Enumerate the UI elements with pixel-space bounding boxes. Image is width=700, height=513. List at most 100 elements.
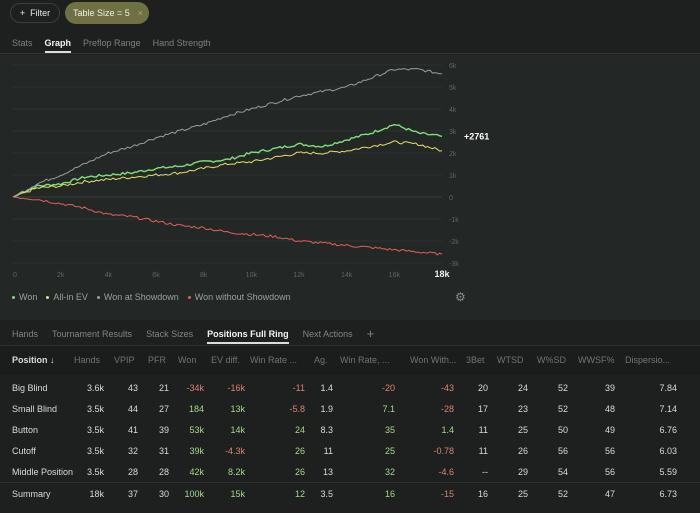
row-label: Small Blind: [12, 404, 58, 414]
table-cell: 53k: [189, 425, 204, 435]
table-cell: 56: [604, 467, 615, 477]
table-cell: 39: [158, 425, 169, 435]
table-cell: 52: [557, 383, 568, 393]
y-tick-label: 6k: [449, 63, 457, 70]
column-header[interactable]: Won With...: [410, 355, 457, 365]
column-header[interactable]: PFR: [148, 355, 166, 365]
tab-stats[interactable]: Stats: [12, 38, 33, 48]
column-header[interactable]: Hands: [74, 355, 101, 365]
x-tick-label: 8k: [200, 272, 208, 279]
column-header[interactable]: Win Rate, ...: [340, 355, 390, 365]
column-header[interactable]: Win Rate ...: [250, 355, 298, 365]
gear-icon[interactable]: ⚙: [455, 290, 466, 304]
y-tick-label: -3k: [449, 261, 459, 268]
table-cell: 6.03: [659, 446, 677, 456]
legend-all-in-ev[interactable]: All-in EV: [46, 292, 88, 302]
table-cell: 184: [188, 404, 204, 414]
table-cell: 15k: [230, 489, 245, 499]
table-cell: 17: [477, 404, 488, 414]
table-cell: -43: [440, 383, 454, 393]
table-cell: -4.3k: [224, 446, 245, 456]
profit-chart: 6k 5k 4k 3k 2k 1k 0 -1k -2k -3k 0 2k 4k 6k 8k 10k 12k 14k…: [12, 63, 489, 279]
table-cell: 3.5: [320, 489, 333, 499]
x-tick-label: 2k: [57, 272, 65, 279]
column-header[interactable]: Won: [178, 355, 197, 365]
table-cell: -20: [381, 383, 395, 393]
table-cell: 1.4: [441, 425, 454, 435]
table-cell: 16: [477, 489, 488, 499]
tab-positions-full-ring[interactable]: Positions Full Ring: [207, 329, 289, 344]
table-cell: -16k: [227, 383, 245, 393]
tab-preflop-range[interactable]: Preflop Range: [83, 38, 141, 48]
table-cell: 25: [384, 446, 395, 456]
table-cell: 7.14: [659, 404, 677, 414]
table-cell: 39: [604, 383, 615, 393]
table-cell: 39k: [189, 446, 204, 456]
table-cell: 24: [517, 383, 528, 393]
table-cell: 37: [127, 489, 138, 499]
table-cell: 28: [158, 467, 169, 477]
add-tab-button[interactable]: +: [366, 326, 375, 341]
column-header[interactable]: W%SD: [537, 355, 566, 365]
tab-stack-sizes[interactable]: Stack Sizes: [146, 329, 194, 339]
column-header[interactable]: Dispersio...: [625, 355, 671, 365]
legend-won-at-showdown[interactable]: Won at Showdown: [96, 292, 179, 302]
column-header[interactable]: 3Bet: [466, 355, 485, 365]
bottom-tabs: Hands Tournament Results Stack Sizes Pos…: [12, 326, 375, 344]
table-cell: 54: [557, 467, 568, 477]
tab-next-actions[interactable]: Next Actions: [302, 329, 353, 339]
table-cell: 6.76: [659, 425, 677, 435]
series-line-won-without-showdown: [12, 196, 443, 256]
view-tabs: Stats Graph Preflop Range Hand Strength: [12, 38, 211, 53]
filter-button[interactable]: + Filter: [10, 3, 60, 23]
table-cell: 41: [127, 425, 138, 435]
x-tick-label: 4k: [105, 272, 113, 279]
y-tick-label: 3k: [449, 129, 457, 136]
tab-graph[interactable]: Graph: [44, 38, 72, 53]
table-cell: 42k: [189, 467, 204, 477]
table-cell: 29: [517, 467, 528, 477]
column-header[interactable]: WTSD: [497, 355, 524, 365]
column-header[interactable]: Ag.: [314, 355, 328, 365]
table-cell: 13: [322, 467, 333, 477]
table-cell: 56: [557, 446, 568, 456]
chart-legend: Won All-in EV Won at Showdown Won withou…: [12, 292, 291, 302]
y-tick-label: -1k: [449, 217, 459, 224]
table-cell: 7.1: [382, 404, 395, 414]
table-cell: 16: [384, 489, 395, 499]
y-tick-label: 4k: [449, 107, 457, 114]
series-line-won-at-showdown: [12, 67, 443, 198]
table-header: [0, 345, 700, 375]
tab-tournament-results[interactable]: Tournament Results: [52, 329, 133, 339]
table-cell: 50: [557, 425, 568, 435]
table-cell: -11: [292, 383, 305, 393]
filter-chip-table-size[interactable]: Table Size = 5 ×: [65, 2, 149, 24]
y-tick-label: -2k: [449, 239, 459, 246]
summary-divider: [0, 482, 700, 483]
tab-hand-strength[interactable]: Hand Strength: [152, 38, 211, 48]
table-cell: 8.2k: [227, 467, 245, 477]
table-cell: 3.6k: [86, 383, 104, 393]
legend-won[interactable]: Won: [12, 292, 37, 302]
graph-panel: [0, 55, 700, 320]
table-cell: 12: [294, 489, 305, 499]
table-cell: 48: [604, 404, 615, 414]
table-cell: 7.84: [659, 383, 677, 393]
table-cell: 52: [557, 489, 568, 499]
column-header[interactable]: WWSF%: [578, 355, 615, 365]
column-header[interactable]: VPIP: [114, 355, 135, 365]
column-header[interactable]: Position ↓: [12, 355, 55, 365]
x-tick-label: 10k: [246, 272, 258, 279]
x-tick-label: 14k: [341, 272, 353, 279]
column-header[interactable]: EV diff.: [211, 355, 240, 365]
table-cell: 11: [478, 446, 488, 456]
tab-hands[interactable]: Hands: [12, 329, 39, 339]
table-cell: 26: [294, 446, 305, 456]
x-tick-label: 18k: [434, 269, 450, 279]
table-cell: 25: [517, 489, 528, 499]
table-cell: 25: [517, 425, 528, 435]
table-cell: -28: [440, 404, 454, 414]
legend-won-without-showdown[interactable]: Won without Showdown: [187, 292, 291, 302]
table-cell: 47: [604, 489, 615, 499]
close-icon[interactable]: ×: [137, 8, 144, 18]
